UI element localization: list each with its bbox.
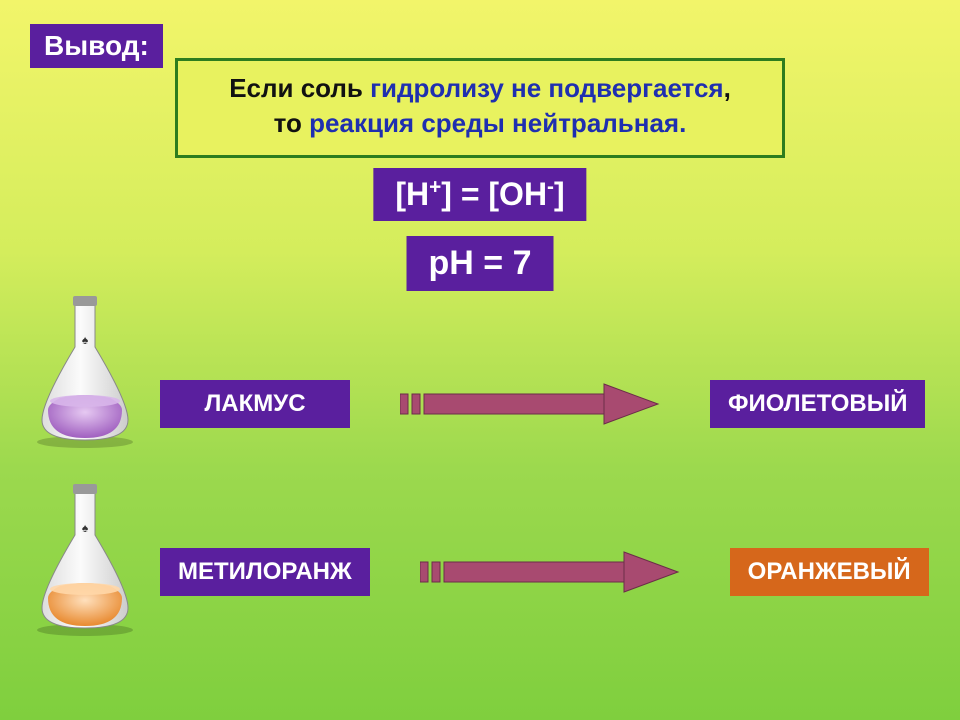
flask-litmus: ♠ [30,292,140,452]
statement-line-1: Если соль гидролизу не подвергается, [196,71,764,106]
statement-line-2: то реакция среды нейтральная. [196,106,764,141]
indicator-label: ЛАКМУС [160,380,350,428]
result-label: ОРАНЖЕВЫЙ [730,548,929,596]
svg-text:♠: ♠ [82,333,89,347]
statement-text: , [724,73,731,103]
arrow-icon [400,382,660,426]
ph-equation: рН = 7 [407,236,554,291]
statement-text: Если соль [229,73,370,103]
statement-box: Если соль гидролизу не подвергается, то … [175,58,785,158]
statement-text-highlight: гидролизу не подвергается [370,73,723,103]
conclusion-badge: Вывод: [30,24,163,68]
svg-text:♠: ♠ [82,521,89,535]
statement-text-highlight: реакция среды нейтральная. [309,108,686,138]
ion-equation: [Н+] = [ОН-] [373,168,586,221]
indicator-label: МЕТИЛОРАНЖ [160,548,370,596]
indicator-row-litmus: ЛАКМУС ФИОЛЕТОВЫЙ [160,380,925,428]
arrow-icon [420,550,680,594]
result-label: ФИОЛЕТОВЫЙ [710,380,925,428]
statement-text: то [274,108,310,138]
indicator-row-methylorange: МЕТИЛОРАНЖ ОРАНЖЕВЫЙ [160,548,929,596]
flask-methylorange: ♠ [30,480,140,640]
